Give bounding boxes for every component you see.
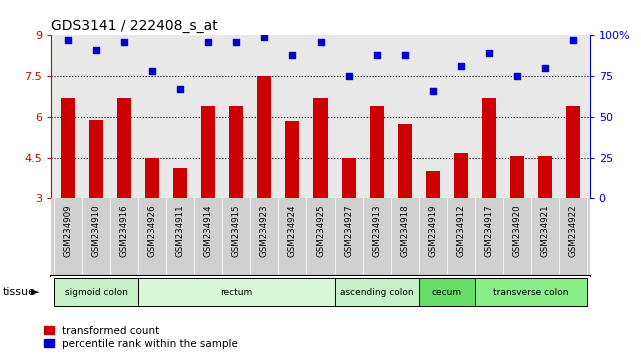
Text: rectum: rectum [221,287,253,297]
Text: GSM234916: GSM234916 [120,205,129,257]
Point [63,38,73,43]
Text: ascending colon: ascending colon [340,287,413,297]
Text: GSM234925: GSM234925 [316,205,325,257]
Bar [397,124,412,198]
Text: GSM234918: GSM234918 [400,205,409,257]
Bar [61,98,75,198]
Bar [370,106,383,198]
Text: ►: ► [31,287,39,297]
Point [119,39,129,45]
Text: GSM234924: GSM234924 [288,205,297,257]
Bar [138,278,335,306]
Point [315,39,326,45]
Bar [285,121,299,198]
Text: GSM234912: GSM234912 [456,205,465,257]
Text: GSM234926: GSM234926 [147,205,157,257]
Point [540,65,550,71]
Point [483,51,494,56]
Point [287,52,297,58]
Bar [335,278,419,306]
Point [428,88,438,93]
Text: GSM234913: GSM234913 [372,205,381,257]
Point [259,34,270,40]
Text: GSM234917: GSM234917 [484,205,494,257]
Text: GSM234915: GSM234915 [232,205,241,257]
Text: tissue: tissue [3,287,36,297]
Text: GSM234927: GSM234927 [344,205,353,257]
Text: GSM234920: GSM234920 [512,205,521,257]
Point [399,52,410,58]
Point [344,73,354,79]
Point [91,47,101,53]
Text: GSM234923: GSM234923 [260,205,269,257]
Text: GDS3141 / 222408_s_at: GDS3141 / 222408_s_at [51,19,218,33]
Bar [342,158,356,198]
Point [231,39,242,45]
Bar [426,171,440,198]
Point [512,73,522,79]
Text: GSM234921: GSM234921 [540,205,549,257]
Bar [482,98,495,198]
Text: GSM234911: GSM234911 [176,205,185,257]
Text: GSM234922: GSM234922 [569,205,578,257]
Point [456,63,466,69]
Text: sigmoid colon: sigmoid colon [65,287,128,297]
Bar [510,156,524,198]
Point [568,38,578,43]
Bar [475,278,587,306]
Bar [258,76,271,198]
Bar [538,156,552,198]
Bar [454,154,468,198]
Bar [54,278,138,306]
Text: GSM234910: GSM234910 [92,205,101,257]
Text: GSM234919: GSM234919 [428,205,437,257]
Bar [419,278,475,306]
Bar [89,120,103,198]
Text: cecum: cecum [431,287,462,297]
Bar [566,106,580,198]
Text: GSM234909: GSM234909 [63,205,72,257]
Point [175,86,185,92]
Bar [117,98,131,198]
Point [203,39,213,45]
Bar [146,158,159,198]
Point [147,68,158,74]
Bar [201,106,215,198]
Legend: transformed count, percentile rank within the sample: transformed count, percentile rank withi… [44,326,238,349]
Text: transverse colon: transverse colon [493,287,569,297]
Bar [313,98,328,198]
Bar [173,169,187,198]
Point [372,52,382,58]
Bar [229,106,244,198]
Text: GSM234914: GSM234914 [204,205,213,257]
